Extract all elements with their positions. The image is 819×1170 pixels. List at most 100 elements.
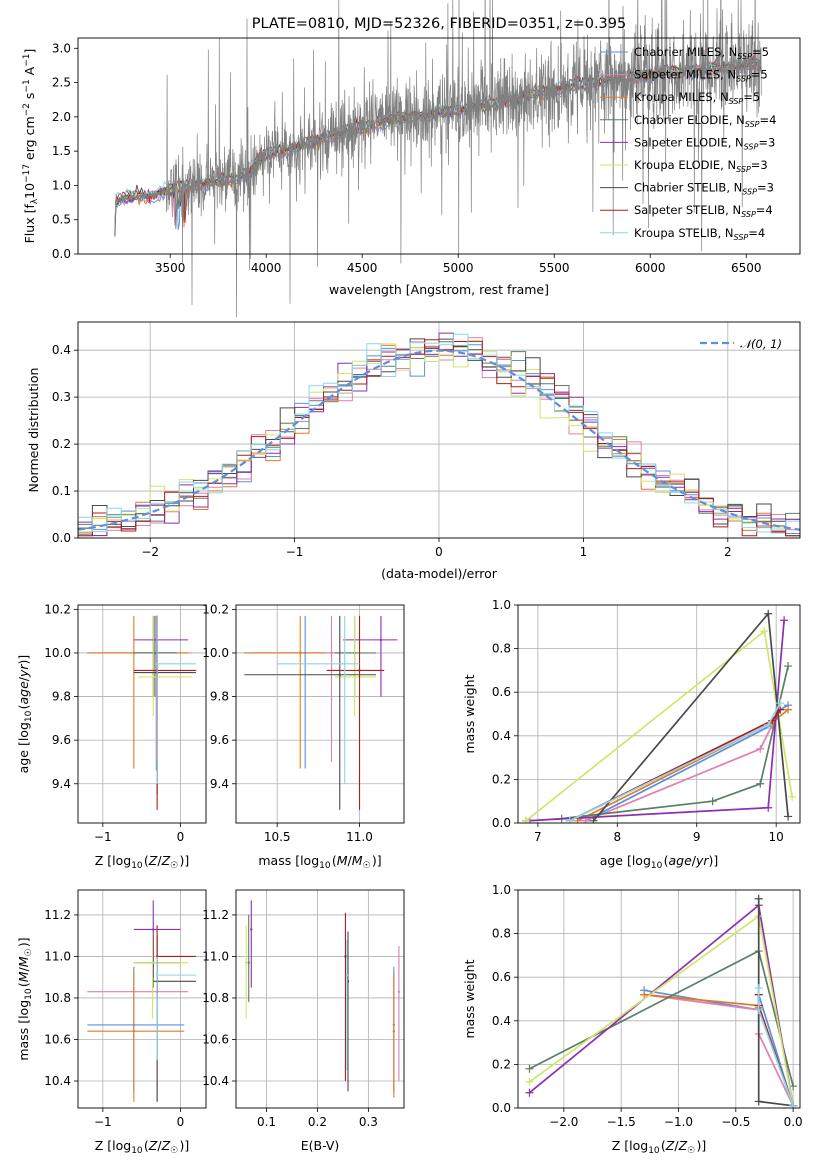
x-axis-label: (data-model)/error bbox=[381, 566, 498, 581]
y-tick-label: 10.2 bbox=[202, 602, 229, 616]
spectrum-legend: Chabrier MILES, NSSP=5 Salpeter MILES, NS… bbox=[600, 45, 776, 242]
y-axis-label: age [log10 (age/yr)] bbox=[16, 655, 34, 774]
spectrum-data-line bbox=[114, 0, 762, 318]
weight-vs-Z-frame bbox=[517, 889, 801, 1109]
errorbar-kroupa-miles bbox=[87, 970, 185, 1102]
series-marker bbox=[784, 812, 793, 821]
series-salpeter-elodie bbox=[521, 616, 789, 823]
x-tick-label: 10.5 bbox=[264, 830, 291, 844]
axes-spectrum: 3500 4000 4500 5000 5500 6000 6500 0.0 0.5 1.0 1.5… bbox=[52, 41, 762, 275]
x-tick-label: 9 bbox=[693, 830, 701, 844]
y-tick-label: 0.0 bbox=[492, 1101, 511, 1115]
errorbar-point bbox=[244, 961, 248, 964]
x-tick-label: −1 bbox=[94, 830, 112, 844]
x-tick-label: 6000 bbox=[635, 261, 666, 275]
series-marker bbox=[565, 816, 574, 823]
errorbar-point bbox=[379, 638, 383, 642]
series-kroupa-stelib bbox=[565, 699, 785, 823]
x-tick-label: 7 bbox=[534, 830, 542, 844]
errorbar-chabrier-miles bbox=[87, 966, 185, 1092]
y-tick-label: 0.4 bbox=[492, 1014, 511, 1028]
errorbar-kroupa-miles bbox=[244, 615, 327, 769]
series-kroupa-elodie bbox=[525, 912, 798, 1108]
grid bbox=[78, 605, 206, 823]
series-kroupa-stelib bbox=[754, 984, 798, 1108]
axes-weight-vs-age: 7 8 9 10 0.0 0.2 0.4 0.6 0.8 1.0 bbox=[492, 598, 800, 844]
y-tick-label: 9.6 bbox=[52, 733, 71, 747]
grid bbox=[236, 605, 404, 823]
errorbar-chabrier-elodie bbox=[247, 914, 250, 1003]
series-marker bbox=[764, 720, 773, 729]
series-marker bbox=[756, 779, 765, 788]
x-tick-label: −1 bbox=[286, 545, 304, 559]
y-tick-label: 10.8 bbox=[202, 991, 229, 1005]
y-tick-label: 10.0 bbox=[44, 646, 71, 660]
y-axis-label: Normed distribution bbox=[26, 368, 41, 493]
series-line bbox=[569, 709, 781, 822]
legend-entry: Salpeter STELIB, NSSP=4 bbox=[634, 203, 773, 219]
y-tick-label: 10.0 bbox=[202, 646, 229, 660]
errorbar-salpeter-stelib bbox=[155, 925, 196, 998]
x-tick-label: 2 bbox=[724, 545, 732, 559]
y-tick-label: 1.5 bbox=[52, 144, 71, 158]
y-tick-label: 10.6 bbox=[44, 1032, 71, 1046]
errorbar-salpeter-elodie bbox=[250, 900, 253, 988]
errorbar-salpeter-miles bbox=[397, 946, 401, 1082]
grid bbox=[78, 890, 206, 1108]
y-tick-label: 0.8 bbox=[492, 927, 511, 941]
legend-entry: Kroupa ELODIE, NSSP=3 bbox=[634, 158, 768, 174]
x-tick-label: 0.3 bbox=[359, 1115, 378, 1129]
x-tick-label: 0.1 bbox=[257, 1115, 276, 1129]
errorbar-kroupa-elodie bbox=[244, 925, 248, 1019]
weight-lines-weight-vs-Z bbox=[525, 894, 798, 1108]
y-tick-label: 1.0 bbox=[52, 178, 71, 192]
series-marker bbox=[754, 894, 763, 903]
errorbar-point bbox=[343, 662, 346, 666]
x-axis-label: age [log10 (age/yr)] bbox=[600, 853, 719, 871]
series-marker bbox=[525, 1064, 534, 1073]
y-tick-label: 0.0 bbox=[52, 531, 71, 545]
series-chabrier-stelib bbox=[589, 609, 793, 823]
x-axis-label: wavelength [Angstrom, rest frame] bbox=[329, 282, 549, 297]
x-tick-label: −2 bbox=[141, 545, 159, 559]
x-tick-label: 4500 bbox=[347, 261, 378, 275]
series-marker bbox=[756, 744, 765, 753]
y-tick-label: 10.8 bbox=[44, 991, 71, 1005]
x-tick-label: 0 bbox=[435, 545, 443, 559]
y-tick-label: 9.8 bbox=[52, 690, 71, 704]
errorbar-chabrier-elodie bbox=[334, 615, 376, 697]
series-marker bbox=[708, 797, 717, 806]
mass-vs-Z-frame bbox=[77, 889, 207, 1109]
x-tick-label: 4000 bbox=[251, 261, 282, 275]
legend-entry: Chabrier STELIB, NSSP=3 bbox=[634, 181, 774, 197]
grid bbox=[236, 890, 404, 1108]
y-tick-label: 2.5 bbox=[52, 76, 71, 90]
y-tick-label: 3.0 bbox=[52, 41, 71, 55]
series-line bbox=[643, 993, 794, 1107]
errorbar-chabrier-stelib bbox=[244, 615, 376, 810]
errorbar-point bbox=[299, 651, 302, 655]
series-kroupa-elodie bbox=[521, 627, 797, 823]
legend-entry: 𝒩(0, 1) bbox=[740, 337, 782, 351]
errorbar-chabrier-miles bbox=[252, 615, 352, 769]
errorbar-kroupa-miles bbox=[392, 973, 396, 1098]
errorbar-salpeter-stelib bbox=[326, 615, 385, 810]
errorbar-point bbox=[358, 669, 361, 672]
residuals-frame bbox=[77, 321, 801, 539]
errorbar-point bbox=[345, 973, 349, 977]
errorbar-point bbox=[132, 1029, 136, 1033]
x-tick-label: 0 bbox=[177, 830, 185, 844]
errorbar-point bbox=[330, 651, 333, 655]
legend-entry: Kroupa STELIB, NSSP=4 bbox=[634, 226, 765, 242]
y-tick-label: 0.4 bbox=[492, 729, 511, 743]
weight-vs-age-frame bbox=[517, 604, 801, 824]
errorbar-point bbox=[155, 973, 159, 977]
series-marker bbox=[521, 816, 530, 823]
y-tick-label: 0.5 bbox=[52, 213, 71, 227]
y-tick-label: 1.0 bbox=[492, 883, 511, 897]
y-axis-label: mass weight bbox=[462, 959, 477, 1038]
age-vs-mass-frame bbox=[235, 604, 405, 824]
x-tick-label: −2.0 bbox=[549, 1115, 578, 1129]
x-tick-label: 0 bbox=[177, 1115, 185, 1129]
x-tick-label: −0.5 bbox=[721, 1115, 750, 1129]
